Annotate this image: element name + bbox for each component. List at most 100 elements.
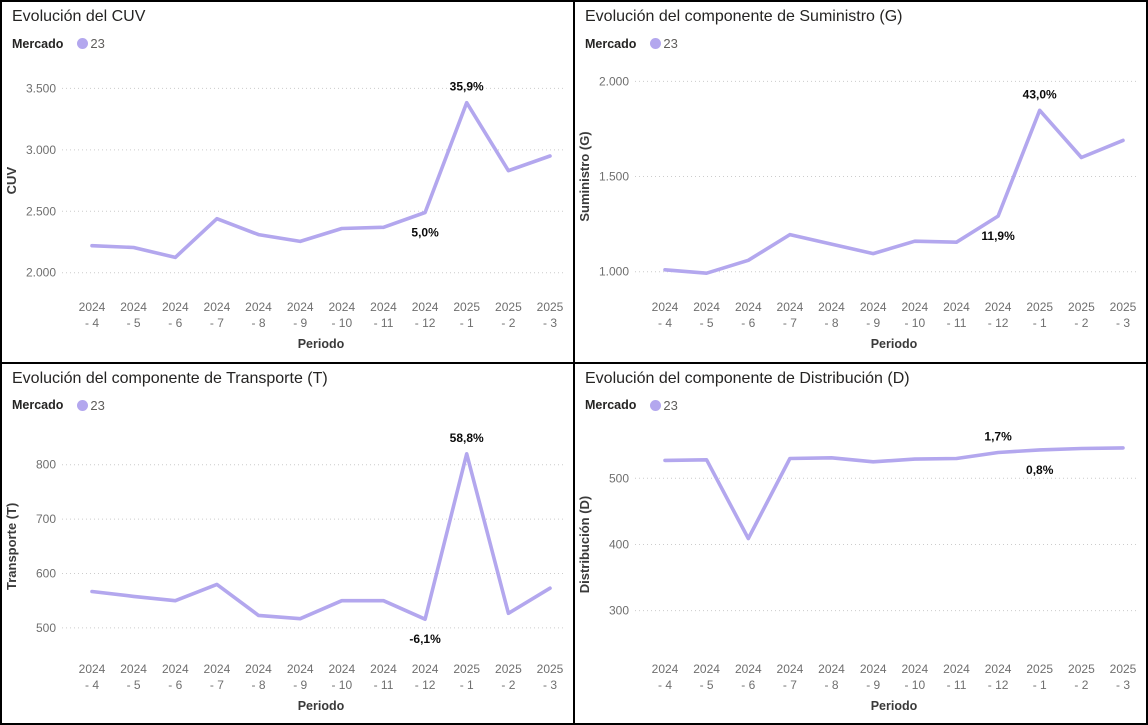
svg-text:- 9: - 9 [293,678,307,692]
legend-series-label: 23 [663,36,678,51]
legend: Mercado 23 [575,388,1146,413]
legend-series-label: 23 [90,397,105,413]
svg-text:- 7: - 7 [210,678,224,692]
svg-text:3.000: 3.000 [26,143,56,157]
svg-text:- 3: - 3 [543,316,557,330]
svg-text:2024: 2024 [735,662,762,676]
svg-text:Periodo: Periodo [298,337,345,351]
legend-series-item[interactable]: 23 [77,36,105,51]
svg-text:- 12: - 12 [415,316,436,330]
svg-text:2024: 2024 [735,300,762,314]
svg-text:- 8: - 8 [824,678,838,692]
line-chart-transporte[interactable]: 500 600 700 800 Transporte (T) -6,1% 58,8% 2024… [2,417,572,715]
panel-title: Evolución del componente de Distribución… [585,369,910,387]
svg-text:- 4: - 4 [85,678,99,692]
svg-text:- 1: - 1 [460,316,474,330]
svg-text:2025: 2025 [495,662,522,676]
svg-text:2025: 2025 [1110,662,1137,676]
svg-text:2024: 2024 [693,300,720,314]
svg-text:- 6: - 6 [168,316,182,330]
svg-text:2025: 2025 [1026,662,1053,676]
svg-text:2024: 2024 [652,300,679,314]
svg-text:58,8%: 58,8% [450,430,484,444]
legend-series-item[interactable]: 23 [77,397,105,413]
svg-text:- 3: - 3 [1116,678,1130,692]
svg-text:1.000: 1.000 [599,265,629,279]
svg-text:2025: 2025 [1068,662,1095,676]
svg-text:CUV: CUV [4,167,19,195]
panel-cuv: Evolución del CUV Mercado 23 2.000 2.500 3… [2,2,573,362]
svg-text:- 3: - 3 [1116,316,1130,330]
line-chart-cuv[interactable]: 2.000 2.500 3.000 3.500 CUV 5,0% 35,9% 2024 - 4 2… [2,55,572,353]
svg-text:2024: 2024 [245,300,272,314]
svg-text:2.000: 2.000 [26,266,56,280]
svg-text:- 2: - 2 [501,316,515,330]
legend-dot-icon [77,399,89,411]
svg-text:- 12: - 12 [988,678,1009,692]
svg-text:2025: 2025 [495,300,522,314]
legend-dot-icon [650,38,662,49]
svg-text:- 7: - 7 [210,316,224,330]
panel-title: Evolución del componente de Suministro (… [585,8,903,25]
svg-text:- 5: - 5 [127,316,141,330]
svg-text:- 7: - 7 [783,316,797,330]
svg-text:3.500: 3.500 [26,81,56,95]
svg-text:2024: 2024 [818,662,845,676]
svg-text:2024: 2024 [860,300,887,314]
svg-text:2024: 2024 [287,300,314,314]
svg-text:500: 500 [36,620,56,634]
legend: Mercado 23 [575,26,1146,51]
svg-text:- 1: - 1 [1033,678,1047,692]
svg-text:300: 300 [609,603,629,617]
svg-text:2024: 2024 [943,300,970,314]
svg-text:- 9: - 9 [866,678,880,692]
line-chart-suministro[interactable]: 1.000 1.500 2.000 Suministro (G) 11,9% 43,0% 2… [575,55,1145,353]
legend-series-item[interactable]: 23 [650,36,678,51]
svg-text:2025: 2025 [537,662,564,676]
svg-text:2024: 2024 [652,662,679,676]
svg-text:2025: 2025 [453,300,480,314]
svg-text:1,7%: 1,7% [984,429,1012,443]
svg-text:- 2: - 2 [1074,316,1088,330]
panel-suministro: Evolución del componente de Suministro (… [575,2,1146,362]
svg-text:- 2: - 2 [1074,678,1088,692]
svg-text:35,9%: 35,9% [450,80,484,94]
svg-text:2024: 2024 [860,662,887,676]
svg-text:- 6: - 6 [741,316,755,330]
svg-text:2.500: 2.500 [26,204,56,218]
svg-text:- 8: - 8 [251,316,265,330]
svg-text:500: 500 [609,471,629,485]
svg-text:- 10: - 10 [904,316,925,330]
svg-text:Periodo: Periodo [871,699,918,713]
svg-text:Suministro (G): Suministro (G) [577,131,592,221]
svg-text:- 12: - 12 [415,678,436,692]
svg-text:2024: 2024 [204,662,231,676]
legend-series-item[interactable]: 23 [650,397,678,413]
svg-text:2024: 2024 [328,662,355,676]
svg-text:600: 600 [36,566,56,580]
svg-text:- 3: - 3 [543,678,557,692]
svg-text:- 10: - 10 [904,678,925,692]
svg-text:2024: 2024 [245,662,272,676]
svg-text:2024: 2024 [818,300,845,314]
svg-text:- 11: - 11 [374,678,394,692]
svg-text:Transporte (T): Transporte (T) [4,502,19,589]
legend-field-label: Mercado [12,36,64,51]
line-chart-distribucion[interactable]: 300 400 500 Distribución (D) 1,7% 0,8% 2024 - 4… [575,417,1145,715]
legend: Mercado 23 [2,26,573,51]
svg-text:2024: 2024 [370,662,397,676]
legend-series-label: 23 [663,397,678,413]
svg-text:- 11: - 11 [947,316,967,330]
svg-text:2024: 2024 [777,300,804,314]
svg-text:43,0%: 43,0% [1023,87,1057,101]
svg-text:400: 400 [609,537,629,551]
svg-text:2024: 2024 [693,662,720,676]
svg-text:- 1: - 1 [1033,316,1047,330]
svg-text:800: 800 [36,457,56,471]
svg-text:2024: 2024 [412,300,439,314]
svg-text:- 7: - 7 [783,678,797,692]
svg-text:2025: 2025 [1068,300,1095,314]
svg-text:700: 700 [36,512,56,526]
svg-text:2025: 2025 [537,300,564,314]
svg-text:2024: 2024 [901,300,928,314]
